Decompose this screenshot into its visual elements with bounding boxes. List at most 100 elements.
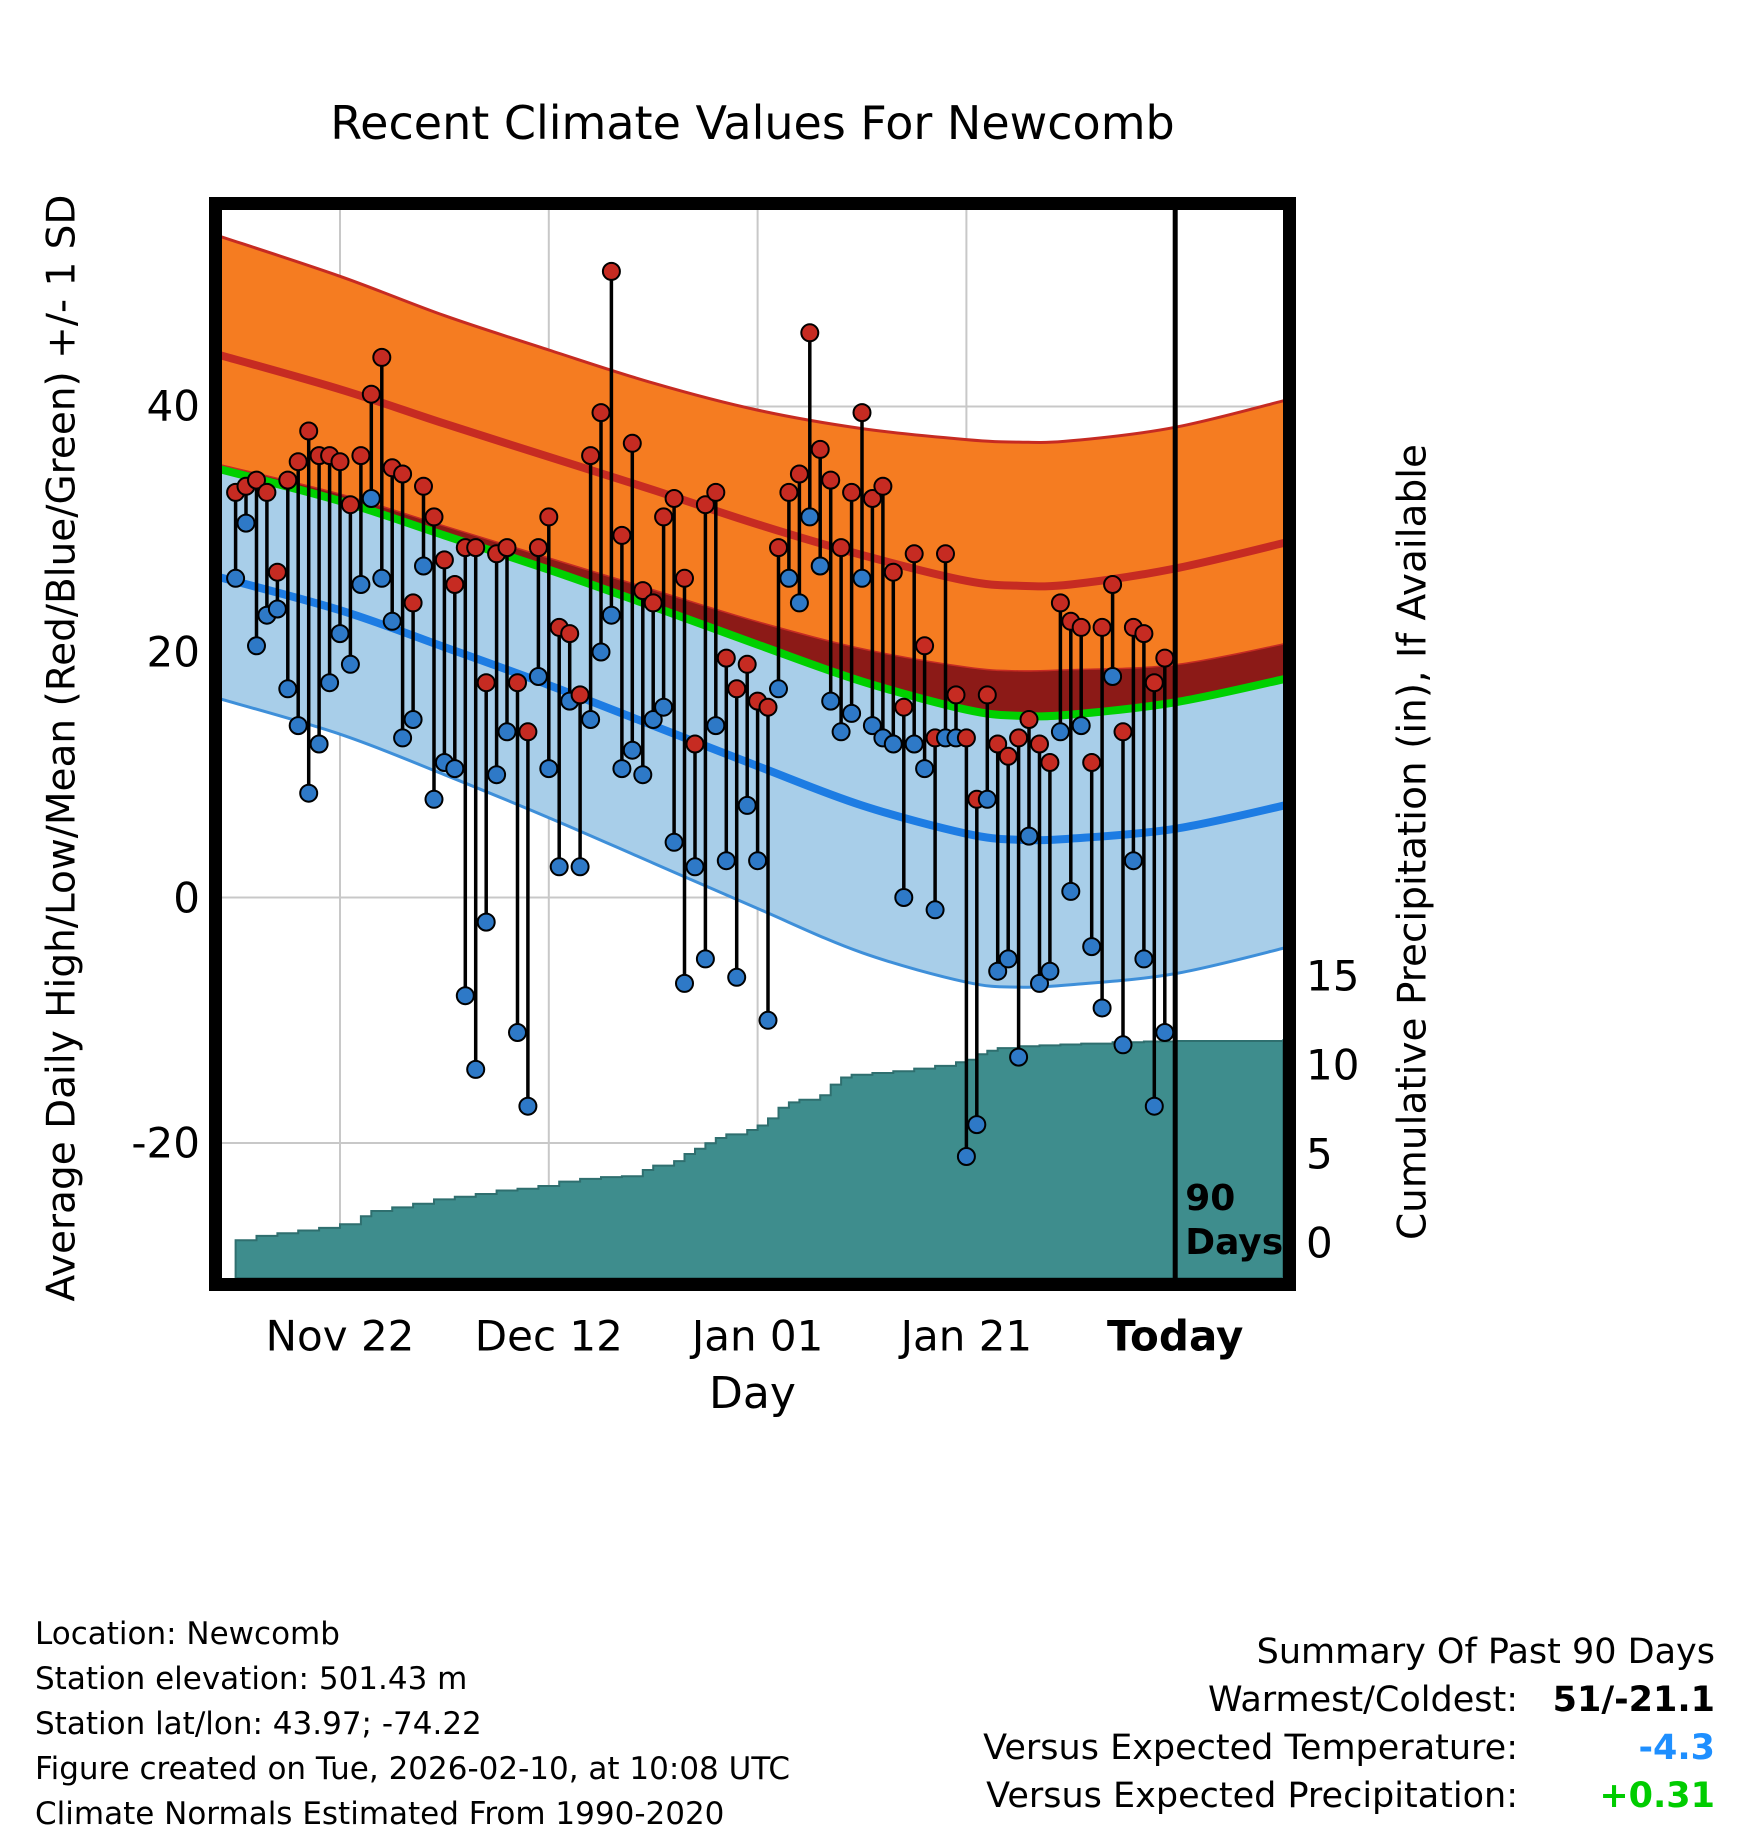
obs-high-dot [361,384,381,404]
obs-low-dot [372,568,392,588]
obs-high-dot [800,323,820,343]
obs-high-dot [842,482,862,502]
vs-expected-temp-label: Versus Expected Temperature: [983,1728,1518,1768]
obs-low-dot [904,734,924,754]
obs-low-dot [1030,973,1049,993]
obs-low-dot [351,575,371,594]
obs-low-dot [601,605,621,625]
obs-high-dot [1155,648,1175,668]
obs-high-dot [518,722,538,742]
obs-low-dot [643,710,663,729]
obs-low-dot [748,851,768,871]
obs-low-dot [247,636,266,656]
obs-high-dot [998,746,1018,766]
obs-low-dot [476,912,496,932]
obs-high-dot [1103,575,1123,594]
obs-low-dot [769,679,788,699]
obs-high-dot [904,544,924,564]
obs-low-dot [852,568,872,588]
y-tick-left-label: -20 [131,1118,200,1168]
obs-high-dot [821,470,841,490]
obs-low-dot [862,716,882,736]
obs-high-dot [414,476,433,496]
obs-low-dot [518,1096,538,1116]
obs-high-dot [372,347,392,367]
obs-high-dot [695,495,715,515]
obs-low-dot [424,789,444,809]
obs-high-dot [737,654,757,674]
created-line: Figure created on Tue, 2026-02-10, at 10… [35,1751,791,1787]
obs-high-dot [664,489,684,508]
obs-low-dot [1040,961,1060,981]
obs-high-dot [445,575,465,594]
obs-low-dot [487,765,507,785]
obs-low-dot [685,857,705,877]
obs-high-dot [1030,734,1049,754]
obs-high-dot [977,685,997,705]
obs-low-dot [810,556,830,576]
obs-high-dot [257,482,277,502]
obs-low-dot [320,673,340,693]
obs-low-dot [956,1147,976,1166]
obs-low-dot [633,765,653,785]
obs-low-dot [508,1023,527,1042]
obs-high-dot [622,433,642,453]
obs-low-dot [675,973,694,993]
obs-high-dot [643,593,663,613]
obs-high-dot [956,728,976,748]
summary-row: Versus Expected Precipitation: +0.31 [983,1772,1715,1820]
obs-low-dot [267,599,287,619]
obs-low-dot [664,832,684,852]
obs-high-dot [393,464,413,484]
obs-high-dot [299,421,319,441]
obs-low-dot [622,740,642,760]
obs-low-dot [977,789,997,809]
summary-block: Summary Of Past 90 Days Warmest/Coldest:… [983,1628,1715,1820]
obs-low-dot [581,710,601,729]
obs-low-dot [1144,1096,1164,1116]
summary-title: Summary Of Past 90 Days [1256,1632,1715,1672]
obs-low-dot [309,734,329,754]
x-tick-label: Today [1106,1311,1244,1361]
summary-row: Versus Expected Temperature: -4.3 [983,1724,1715,1772]
obs-high-dot [351,446,371,466]
obs-high-dot [560,624,580,644]
obs-low-dot [539,759,559,779]
obs-high-dot [508,673,527,693]
obs-low-dot [1092,998,1112,1018]
obs-high-dot [1113,722,1133,742]
obs-high-dot [1134,624,1154,644]
obs-high-dot [769,538,788,558]
y-tick-right-label: 10 [1306,1040,1360,1090]
obs-high-dot [685,734,705,754]
y-tick-left-label: 0 [173,873,200,922]
obs-low-dot [779,568,799,588]
obs-high-dot [727,679,747,699]
obs-high-dot [1144,673,1164,693]
obs-high-dot [403,593,423,613]
ninety-label: 90 [1185,1178,1235,1219]
obs-high-dot [466,538,486,558]
plot-border [209,197,1296,1291]
summary-row: Warmest/Coldest: 51/-21.1 [983,1676,1715,1724]
obs-high-dot [758,697,778,717]
obs-low-dot [831,722,851,742]
y-tick-left-label: 40 [146,381,200,431]
days-label: Days [1185,1222,1283,1263]
obs-low-dot [361,489,381,508]
obs-high-dot [601,261,621,281]
obs-low-dot [894,888,914,907]
high-mean-line [222,351,1283,591]
x-tick-label: Jan 21 [900,1311,1033,1361]
obs-high-dot [288,452,308,472]
obs-low-dot [1155,1023,1175,1042]
obs-low-dot [1134,949,1154,969]
latlon-line: Station lat/lon: 43.97; -74.22 [35,1706,482,1742]
obs-high-dot [946,685,966,705]
obs-low-dot [789,593,809,613]
obs-high-dot [852,403,872,423]
y-tick-right-label: 5 [1306,1129,1333,1179]
warmest-coldest-label: Warmest/Coldest: [1207,1680,1518,1720]
obs-high-dot [424,507,444,527]
obs-low-dot [466,1059,486,1079]
